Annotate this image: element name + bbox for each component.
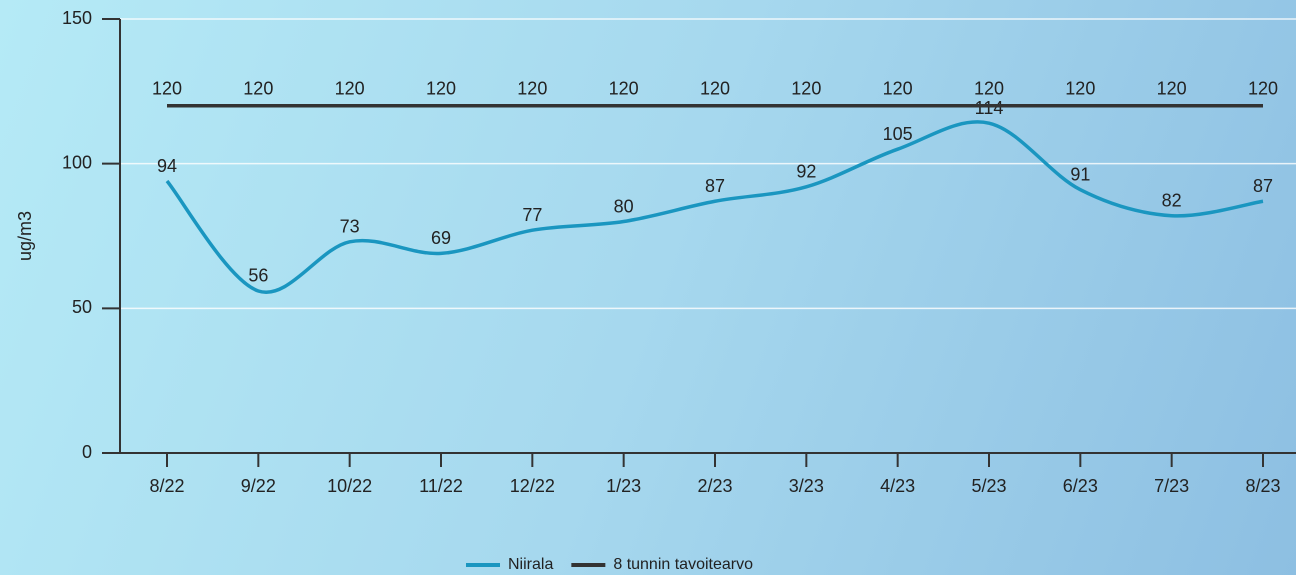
data-label: 120	[1065, 79, 1095, 99]
x-tick-label: 6/23	[1063, 476, 1098, 496]
data-label: 114	[975, 98, 1004, 118]
legend-label: 8 tunnin tavoitearvo	[613, 556, 753, 573]
x-tick-label: 8/23	[1245, 476, 1280, 496]
y-tick-label: 50	[72, 297, 92, 317]
x-tick-label: 11/22	[419, 476, 463, 496]
data-label: 120	[974, 79, 1004, 99]
data-label: 69	[431, 228, 451, 248]
data-label: 120	[426, 79, 456, 99]
data-label: 82	[1162, 190, 1182, 210]
data-label: 120	[335, 79, 365, 99]
x-tick-label: 2/23	[697, 476, 732, 496]
data-label: 120	[883, 79, 913, 99]
data-label: 120	[1248, 79, 1278, 99]
x-tick-label: 5/23	[971, 476, 1006, 496]
x-tick-label: 1/23	[606, 476, 641, 496]
data-label: 73	[340, 217, 360, 237]
data-label: 91	[1070, 164, 1090, 184]
data-label: 120	[700, 79, 730, 99]
y-axis-label: ug/m3	[15, 211, 35, 261]
data-label: 77	[522, 205, 542, 225]
data-label: 92	[796, 162, 816, 182]
y-tick-label: 0	[82, 442, 92, 462]
data-label: 120	[152, 79, 182, 99]
y-tick-label: 150	[62, 8, 92, 28]
data-label: 56	[248, 266, 268, 286]
data-label: 120	[609, 79, 639, 99]
x-tick-label: 10/22	[327, 476, 372, 496]
data-label: 120	[791, 79, 821, 99]
data-label: 105	[883, 124, 913, 144]
x-tick-label: 4/23	[880, 476, 915, 496]
data-label: 87	[705, 176, 725, 196]
data-label: 120	[1157, 79, 1187, 99]
data-label: 120	[517, 79, 547, 99]
line	[165, 120, 1264, 294]
data-label: 87	[1253, 176, 1273, 196]
data-label: 80	[614, 196, 634, 216]
legend-label: Niirala	[508, 556, 553, 573]
x-tick-label: 7/23	[1154, 476, 1189, 496]
data-label: 94	[157, 156, 177, 176]
x-tick-label: 8/22	[149, 476, 184, 496]
x-tick-label: 12/22	[510, 476, 555, 496]
x-tick-label: 9/22	[241, 476, 276, 496]
x-tick-label: 3/23	[789, 476, 824, 496]
data-label: 120	[243, 79, 273, 99]
y-tick-label: 100	[62, 152, 92, 172]
